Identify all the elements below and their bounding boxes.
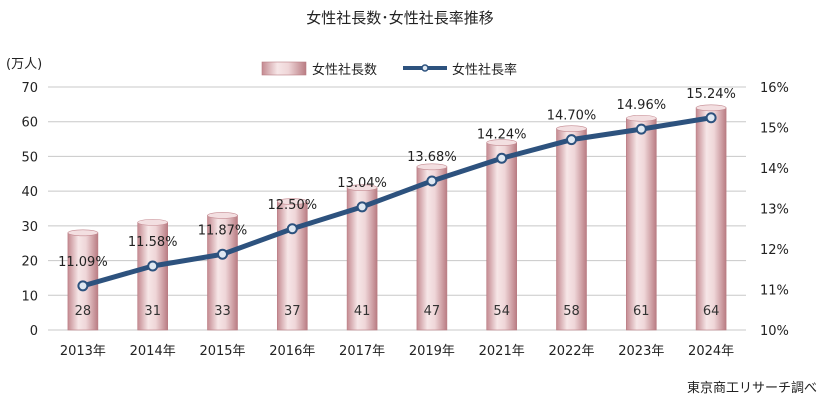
legend-line-marker [421,64,429,72]
x-tick-label: 2016年 [269,344,315,359]
line-series [77,112,717,292]
rate-point [356,201,368,213]
rate-point [635,123,647,135]
bar-value-label: 54 [493,304,510,319]
y-left-tick-label: 40 [21,185,38,200]
x-tick-label: 2023年 [618,344,664,359]
y-left-tick-label: 10 [21,289,38,304]
y-right-tick-label: 11% [760,284,789,299]
bar-value-label: 61 [633,304,650,319]
bar-value-label: 64 [703,304,720,319]
rate-point [496,152,508,164]
rate-point [217,248,228,260]
bar-series [67,104,727,331]
bar [625,117,657,331]
bar-top [416,163,448,171]
rate-point [705,112,717,124]
bar-value-labels: 28 31 33 37 41 47 54 58 61 64 [75,304,720,319]
x-tick-label: 2021年 [479,344,525,359]
bar-value-label: 47 [424,304,441,319]
y-right-tick-label: 14% [760,162,789,177]
rate-point [426,175,438,187]
rate-value-label: 13.04% [337,176,387,191]
bar [137,222,168,331]
rate-point [77,280,89,292]
bar-top [695,104,727,112]
y-right-tick-label: 10% [760,324,789,339]
rate-value-label: 11.87% [198,223,248,238]
bar-top [137,219,168,226]
y-left-tick-label: 0 [30,324,38,339]
x-tick-label: 2015年 [199,344,245,359]
x-tick-label: 2017年 [339,344,385,359]
y-right-tick-label: 16% [760,81,789,96]
bar [276,201,308,331]
rate-value-label: 11.58% [128,235,178,250]
x-tick-label: 2024年 [688,344,734,359]
bar [556,128,587,331]
rate-value-label: 14.70% [547,109,597,124]
y-left-unit-label: (万人) [6,57,42,72]
legend-line-label: 女性社長率 [452,62,517,78]
rate-value-label: 15.24% [686,87,736,102]
y-right-tick-label: 15% [760,122,789,137]
line-value-labels: 11.09% 11.58% 11.87% 12.50% 13.04% 13.68% 14.2… [58,87,736,270]
rate-line [80,115,714,289]
y-right-tick-label: 13% [760,203,789,218]
y-right-tick-labels: 10% 11% 12% 13% 14% 15% 16% [760,81,789,339]
rate-value-label: 12.50% [268,198,318,213]
y-right-tick-label: 12% [760,243,789,258]
bar-top [67,229,99,237]
x-tick-label: 2014年 [130,344,176,359]
bar [695,107,727,331]
bar-value-label: 33 [214,304,231,319]
bar-value-label: 58 [563,304,580,319]
bar [416,166,448,331]
bar-top [556,125,587,132]
legend-bar-swatch [261,61,307,76]
y-left-tick-label: 30 [21,220,38,235]
legend-bar-label: 女性社長数 [312,62,377,78]
rate-value-label: 13.68% [407,150,457,165]
rate-point [286,223,298,235]
legend: 女性社長数 女性社長率 [261,61,517,78]
rate-point [147,260,159,272]
x-tick-label: 2019年 [409,344,455,359]
rate-point [566,134,577,146]
y-left-tick-label: 70 [21,81,38,96]
bar-value-label: 28 [75,304,92,319]
x-tick-label: 2013年 [60,344,106,359]
rate-value-label: 11.09% [58,255,108,270]
y-left-tick-label: 50 [21,150,38,165]
rate-value-label: 14.96% [617,98,667,113]
rate-value-label: 14.24% [477,127,527,142]
y-left-tick-label: 60 [21,116,38,131]
bar [207,215,238,331]
bar-top [625,114,657,122]
x-tick-label: 2022年 [548,344,594,359]
bar-value-label: 37 [284,304,301,319]
bar-value-label: 31 [144,304,161,319]
bar-top [276,198,308,205]
bar [486,142,518,331]
chart-title: 女性社長数･女性社長率推移 [306,9,494,27]
x-tick-labels: 2013年 2014年 2015年 2016年 2017年 2019年 2021年 2022年… [60,344,734,359]
y-left-tick-label: 20 [21,255,38,270]
source-note: 東京商工リサーチ調べ [687,380,817,396]
y-left-tick-labels: 0 10 20 30 40 50 60 70 [21,81,38,339]
bar-top [486,139,518,146]
bar-top [346,184,378,191]
bar-top [207,212,238,219]
bar-value-label: 41 [354,304,371,319]
